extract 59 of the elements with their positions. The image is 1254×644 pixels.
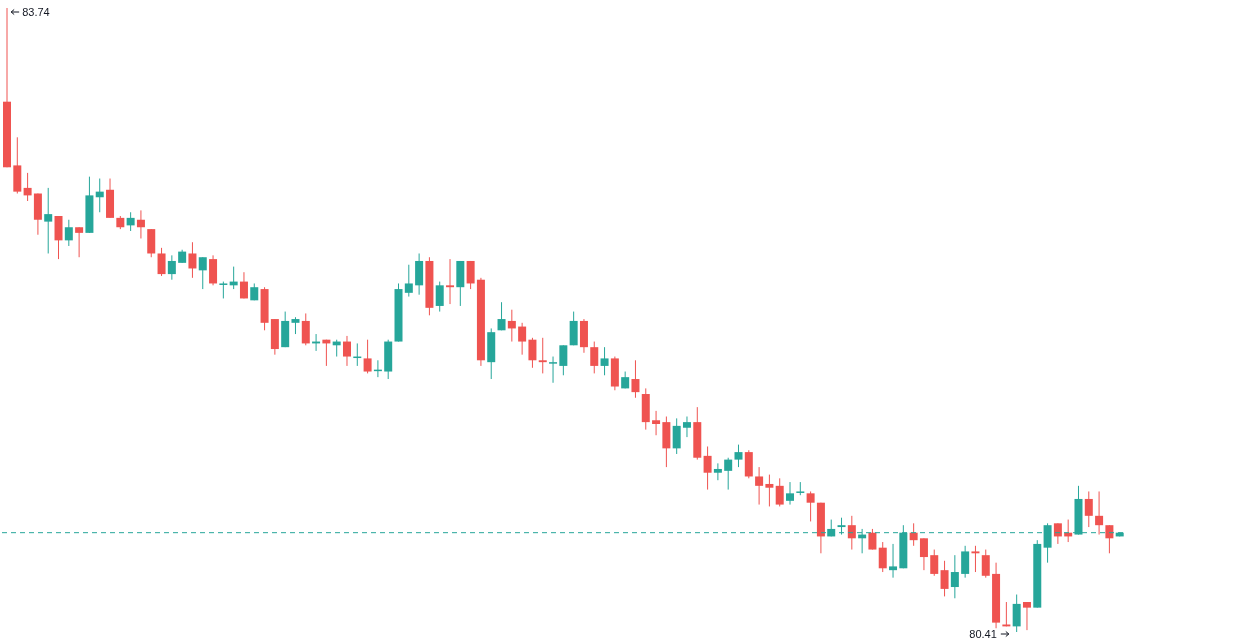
candlestick (724, 457, 733, 491)
candlestick (64, 219, 73, 247)
annotation: 83.74 (22, 6, 50, 18)
candlestick (971, 545, 980, 573)
candlestick (950, 554, 959, 599)
candlestick (126, 211, 135, 232)
candlestick (847, 515, 856, 551)
candlestick (404, 264, 413, 298)
candlestick (198, 256, 207, 290)
annotation: 80.41 (969, 628, 997, 640)
candlestick (734, 444, 743, 468)
candlestick (301, 312, 310, 346)
candlestick (518, 322, 527, 356)
candlestick (239, 271, 248, 299)
candlestick (909, 522, 918, 547)
candlestick (528, 337, 537, 369)
candlestick (342, 335, 351, 367)
candlestick (600, 346, 609, 376)
candlestick (1105, 524, 1114, 554)
candlestick (755, 466, 764, 506)
candlestick (878, 541, 887, 573)
candlestick (703, 445, 712, 491)
candlestick (549, 356, 558, 384)
candlestick (786, 481, 795, 506)
candlestick (672, 417, 681, 455)
candlestick (157, 247, 166, 277)
candlestick (466, 260, 475, 290)
candlestick (497, 301, 506, 331)
candlestick (806, 490, 815, 522)
candlestick (765, 474, 774, 507)
candlestick (652, 410, 661, 436)
candlestick (868, 528, 877, 551)
candlestick (167, 254, 176, 281)
candlestick (1012, 594, 1021, 632)
candlestick (23, 172, 32, 202)
candlestick (363, 339, 372, 374)
candlestick (1084, 490, 1093, 528)
candlestick (1095, 490, 1104, 536)
candlestick (889, 543, 898, 579)
candlestick (136, 209, 145, 239)
candlestick (1022, 601, 1031, 631)
candlestick (919, 537, 928, 571)
candlestick (682, 416, 691, 438)
candlestick (940, 560, 949, 597)
candlestick (44, 187, 53, 254)
candlestick (631, 359, 640, 399)
candlestick (981, 549, 990, 579)
candlestick (507, 309, 516, 343)
candlestick (961, 545, 970, 579)
candlestick (590, 341, 599, 374)
candlestick (188, 241, 197, 279)
candlestick (435, 281, 444, 313)
candlestick (775, 477, 784, 507)
candlestick (446, 258, 455, 305)
candlestick (713, 462, 722, 481)
candlestick (75, 226, 84, 258)
candlestick (559, 344, 568, 376)
candlestick (930, 549, 939, 577)
candlestick (538, 337, 547, 374)
